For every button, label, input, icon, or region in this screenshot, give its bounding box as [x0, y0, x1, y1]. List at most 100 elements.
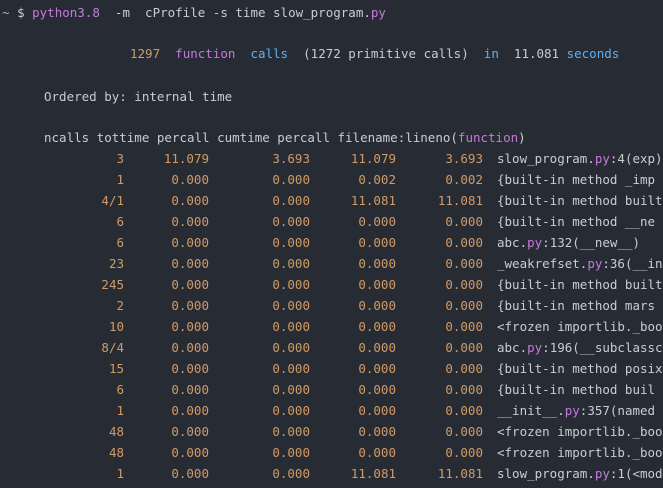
cumtime-cell: 0.000: [358, 382, 396, 397]
cumtime-cell: 0.000: [358, 235, 396, 250]
command-name: python3.8: [32, 5, 100, 20]
tottime-cell: 0.000: [171, 214, 209, 229]
percall-cell: 0.000: [272, 340, 310, 355]
tottime-cell: 0.000: [171, 193, 209, 208]
percall-cumulative-cell: 0.000: [445, 382, 483, 397]
ncalls-cell: 6: [116, 214, 124, 229]
percall-cell: 0.000: [272, 298, 310, 313]
prompt-symbol: $: [17, 5, 25, 20]
filename-cell: _weakrefset.py:36(__in: [497, 257, 663, 271]
cumtime-cell: 0.000: [358, 445, 396, 460]
cumtime-cell: 11.081: [350, 193, 396, 208]
ncalls-cell: 4/1: [101, 193, 124, 208]
tottime-cell: 0.000: [171, 466, 209, 481]
filename-cell: abc.py:132(__new__): [497, 236, 641, 250]
percall-cumulative-cell: 0.000: [445, 256, 483, 271]
command-line: ~ $ python3.8 -m cProfile -s time slow_p…: [2, 6, 386, 20]
filename-cell: {built-in method _imp: [497, 173, 656, 187]
percall-cell: 0.000: [272, 235, 310, 250]
percall-cell: 0.000: [272, 214, 310, 229]
percall-cumulative-cell: 11.081: [437, 193, 483, 208]
cumtime-cell: 0.002: [358, 172, 396, 187]
percall-cell: 0.000: [272, 424, 310, 439]
percall-cell: 0.000: [272, 466, 310, 481]
percall-cumulative-cell: 3.693: [445, 151, 483, 166]
tottime-cell: 0.000: [171, 445, 209, 460]
ncalls-cell: 1: [116, 172, 124, 187]
percall-cell: 0.000: [272, 172, 310, 187]
flag-s: -s: [212, 5, 228, 20]
percall-cumulative-cell: 11.081: [437, 466, 483, 481]
summary-line: 1297 function calls (1272 primitive call…: [130, 47, 619, 61]
cumtime-cell: 0.000: [358, 319, 396, 334]
tilde-symbol: ~: [2, 5, 10, 20]
cumtime-cell: 0.000: [358, 256, 396, 271]
primitive-calls: (1272 primitive calls): [303, 46, 469, 61]
cumtime-cell: 0.000: [358, 361, 396, 376]
percall-cumulative-cell: 0.000: [445, 361, 483, 376]
cumtime-cell: 11.081: [350, 466, 396, 481]
filename-cell: slow_program.py:1(<modu: [497, 467, 663, 481]
tottime-cell: 0.000: [171, 277, 209, 292]
percall-cumulative-cell: 0.000: [445, 277, 483, 292]
filename-cell: {built-in method __ne: [497, 215, 656, 229]
total-seconds: 11.081: [513, 46, 560, 61]
cumtime-cell: 0.000: [358, 403, 396, 418]
ncalls-cell: 48: [108, 424, 124, 439]
percall-cumulative-cell: 0.000: [445, 445, 483, 460]
filename-cell: {built-in method posix: [497, 362, 663, 376]
column-header: ncalls tottime percall cumtime percall f…: [44, 130, 526, 145]
call-count: 1297: [130, 46, 161, 61]
ordered-by-line: Ordered by: internal time: [44, 89, 233, 104]
ncalls-cell: 3: [116, 151, 124, 166]
cumtime-cell: 0.000: [358, 340, 396, 355]
percall-cumulative-cell: 0.000: [445, 403, 483, 418]
percall-cell: 0.000: [272, 319, 310, 334]
script-file: slow_program.py: [273, 5, 386, 20]
sort-key: time: [235, 5, 266, 20]
filename-cell: __init__.py:357(named: [497, 404, 656, 418]
tottime-cell: 11.079: [163, 151, 209, 166]
tottime-cell: 0.000: [171, 361, 209, 376]
tottime-cell: 0.000: [171, 235, 209, 250]
ncalls-cell: 6: [116, 382, 124, 397]
filename-cell: slow_program.py:4(exp): [497, 152, 663, 166]
percall-cumulative-cell: 0.000: [445, 424, 483, 439]
tottime-cell: 0.000: [171, 172, 209, 187]
filename-cell: {built-in method buil: [497, 383, 656, 397]
ncalls-cell: 2: [116, 298, 124, 313]
percall-cumulative-cell: 0.000: [445, 214, 483, 229]
ncalls-cell: 8/4: [101, 340, 124, 355]
percall-cumulative-cell: 0.002: [445, 172, 483, 187]
tottime-cell: 0.000: [171, 424, 209, 439]
percall-cell: 0.000: [272, 361, 310, 376]
function-word: function: [175, 46, 236, 61]
ncalls-cell: 15: [108, 361, 124, 376]
ncalls-cell: 245: [101, 277, 124, 292]
percall-cumulative-cell: 0.000: [445, 235, 483, 250]
percall-cumulative-cell: 0.000: [445, 340, 483, 355]
filename-cell: <frozen importlib._boo: [497, 446, 663, 460]
flag-m: -m: [114, 5, 130, 20]
filename-cell: abc.py:196(__subclassch: [497, 341, 663, 355]
percall-cell: 3.693: [272, 151, 310, 166]
filename-cell: <frozen importlib._boo: [497, 425, 663, 439]
ncalls-cell: 48: [108, 445, 124, 460]
tottime-cell: 0.000: [171, 256, 209, 271]
header-function-word: function: [457, 130, 519, 145]
percall-cell: 0.000: [272, 277, 310, 292]
ncalls-cell: 10: [108, 319, 124, 334]
seconds-word: seconds: [566, 46, 620, 61]
tottime-cell: 0.000: [171, 340, 209, 355]
percall-cell: 0.000: [272, 403, 310, 418]
tottime-cell: 0.000: [171, 403, 209, 418]
filename-cell: {built-in method mars: [497, 299, 656, 313]
percall-cell: 0.000: [272, 445, 310, 460]
in-word: in: [483, 46, 499, 61]
module-name: cProfile: [145, 5, 206, 20]
cumtime-cell: 0.000: [358, 424, 396, 439]
filename-cell: {built-in method builtins: [497, 194, 663, 208]
cumtime-cell: 0.000: [358, 298, 396, 313]
ncalls-cell: 1: [116, 403, 124, 418]
